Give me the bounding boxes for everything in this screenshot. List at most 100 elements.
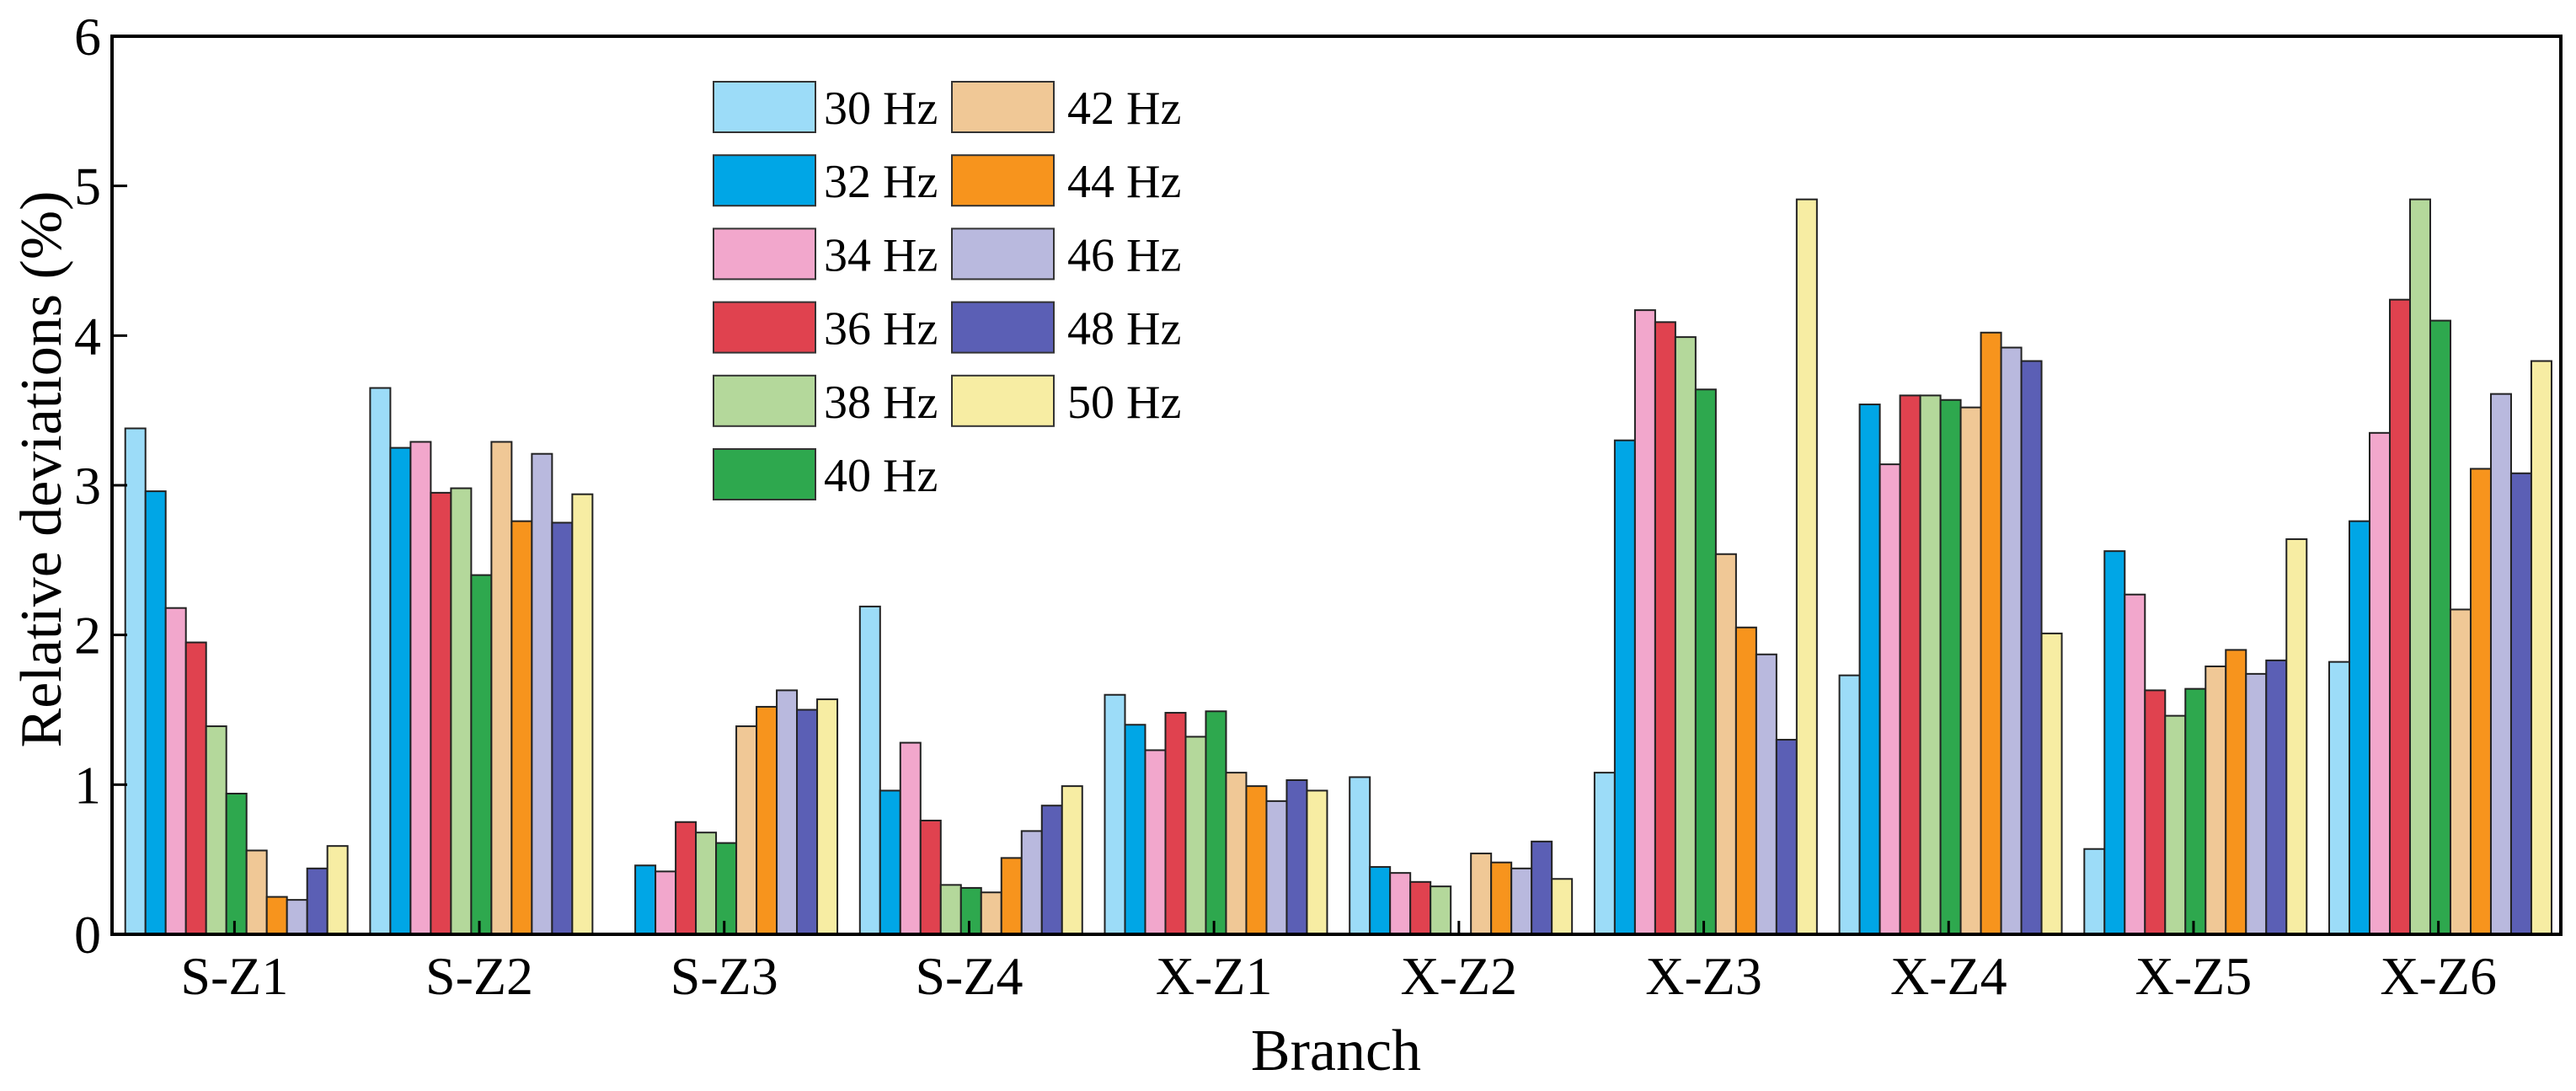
bar-x-z6-32hz: [2348, 520, 2370, 935]
bar-s-z1-30hz: [124, 427, 147, 935]
bar-s-z3-32hz: [634, 864, 657, 936]
bar-s-z2-44hz: [510, 520, 533, 935]
bar-x-z2-30hz: [1349, 776, 1371, 936]
bar-x-z4-42hz: [1959, 406, 1982, 935]
bar-x-z3-50hz: [1795, 198, 1818, 936]
bar-x-z3-32hz: [1613, 439, 1636, 935]
bar-x-z3-42hz: [1714, 553, 1737, 935]
legend-label: 32 Hz: [824, 156, 938, 208]
bar-x-z1-30hz: [1104, 693, 1126, 935]
bar-s-z4-48hz: [1040, 805, 1063, 936]
legend-item-48hz: 48 Hz: [951, 301, 1181, 356]
bar-x-z4-44hz: [1980, 331, 2002, 935]
bar-x-z1-46hz: [1265, 800, 1288, 935]
bar-s-z1-32hz: [144, 490, 167, 935]
bar-s-z3-46hz: [776, 689, 799, 936]
bar-x-z2-34hz: [1389, 872, 1412, 936]
bar-x-z5-30hz: [2083, 848, 2106, 935]
bar-s-z1-34hz: [164, 607, 187, 935]
bar-s-z2-38hz: [450, 487, 473, 935]
legend-label: 42 Hz: [1067, 83, 1181, 135]
bar-s-z3-44hz: [756, 705, 778, 935]
bar-s-z3-34hz: [655, 870, 677, 936]
y-tick-label: 6: [74, 7, 101, 67]
bar-s-z3-36hz: [675, 821, 697, 935]
bar-x-z2-38hz: [1430, 885, 1452, 936]
legend-swatch: [713, 374, 816, 427]
bar-x-z4-40hz: [1939, 398, 1962, 936]
bar-x-z2-48hz: [1531, 840, 1553, 935]
bar-x-z1-50hz: [1306, 789, 1328, 935]
bar-x-z3-38hz: [1674, 336, 1697, 935]
legend-label: 50 Hz: [1067, 377, 1181, 429]
bar-s-z4-44hz: [1000, 857, 1023, 936]
y-tick-label: 1: [74, 755, 101, 815]
bar-x-z5-48hz: [2265, 659, 2288, 935]
bar-x-z5-32hz: [2103, 550, 2126, 935]
bar-s-z3-38hz: [695, 832, 718, 935]
bar-x-z1-40hz: [1205, 710, 1227, 936]
legend-item-38hz: 38 Hz: [713, 374, 938, 429]
bar-x-z1-34hz: [1144, 749, 1167, 935]
legend-label: 38 Hz: [824, 377, 938, 429]
bar-s-z2-46hz: [531, 452, 553, 935]
bar-x-z1-48hz: [1285, 779, 1308, 935]
bar-x-z6-34hz: [2368, 431, 2391, 935]
legend-swatch: [713, 227, 816, 281]
y-tick-label: 2: [74, 606, 101, 666]
bar-s-z2-32hz: [389, 447, 412, 935]
legend-swatch: [951, 227, 1055, 281]
bar-x-z6-42hz: [2449, 608, 2472, 936]
legend-label: 40 Hz: [824, 450, 938, 502]
y-tick-label: 4: [74, 306, 101, 366]
bar-x-z6-46hz: [2489, 393, 2512, 935]
bar-x-z3-30hz: [1593, 772, 1616, 935]
bar-x-z5-44hz: [2225, 649, 2247, 935]
bar-x-z5-42hz: [2205, 665, 2227, 935]
legend-label: 44 Hz: [1067, 156, 1181, 208]
bar-s-z1-50hz: [326, 845, 349, 935]
bar-s-z2-40hz: [470, 574, 493, 935]
bar-x-z5-50hz: [2285, 537, 2308, 936]
bar-s-z4-30hz: [858, 605, 881, 935]
legend-swatch: [951, 154, 1055, 207]
legend-label: 30 Hz: [824, 83, 938, 135]
legend-label: 34 Hz: [824, 229, 938, 281]
bar-x-z1-36hz: [1164, 712, 1187, 935]
bar-x-z4-32hz: [1858, 404, 1881, 935]
bar-s-z2-48hz: [551, 521, 574, 935]
legend-swatch: [713, 301, 816, 354]
bar-x-z3-46hz: [1755, 653, 1777, 935]
x-tick-label: X-Z3: [1645, 946, 1762, 1006]
bar-x-z5-38hz: [2164, 714, 2187, 935]
legend-item-42hz: 42 Hz: [951, 81, 1181, 135]
bar-x-z5-36hz: [2144, 689, 2167, 936]
x-tick-label: S-Z4: [915, 946, 1023, 1006]
bar-s-z2-30hz: [369, 387, 392, 935]
legend-item-50hz: 50 Hz: [951, 374, 1181, 429]
x-tick-label: S-Z3: [671, 946, 778, 1006]
bar-s-z2-50hz: [571, 493, 594, 935]
y-tick-label: 0: [74, 905, 101, 965]
bar-s-z2-36hz: [430, 491, 452, 935]
x-tick-label: X-Z5: [2135, 946, 2253, 1006]
x-tick-label: S-Z1: [180, 946, 288, 1006]
legend-item-30hz: 30 Hz: [713, 81, 938, 135]
legend-swatch: [951, 374, 1055, 427]
bar-s-z4-36hz: [919, 819, 942, 935]
bar-s-z3-40hz: [715, 842, 738, 935]
legend-label: 46 Hz: [1067, 229, 1181, 281]
bar-x-z3-36hz: [1654, 321, 1676, 935]
bar-x-z6-30hz: [2328, 660, 2350, 936]
bars-group: [124, 198, 2552, 936]
y-axis-ticks: 0 1 2 3 4 5 6: [74, 7, 127, 965]
bar-s-z1-48hz: [306, 867, 329, 935]
legend-item-32hz: 32 Hz: [713, 154, 938, 208]
bar-x-z4-36hz: [1899, 394, 1921, 935]
bar-s-z2-42hz: [490, 441, 513, 935]
legend-item-36hz: 36 Hz: [713, 301, 938, 356]
legend-swatch: [951, 301, 1055, 354]
bar-x-z5-34hz: [2124, 593, 2146, 935]
legend-label: 36 Hz: [824, 303, 938, 356]
bar-s-z4-42hz: [980, 891, 1002, 935]
